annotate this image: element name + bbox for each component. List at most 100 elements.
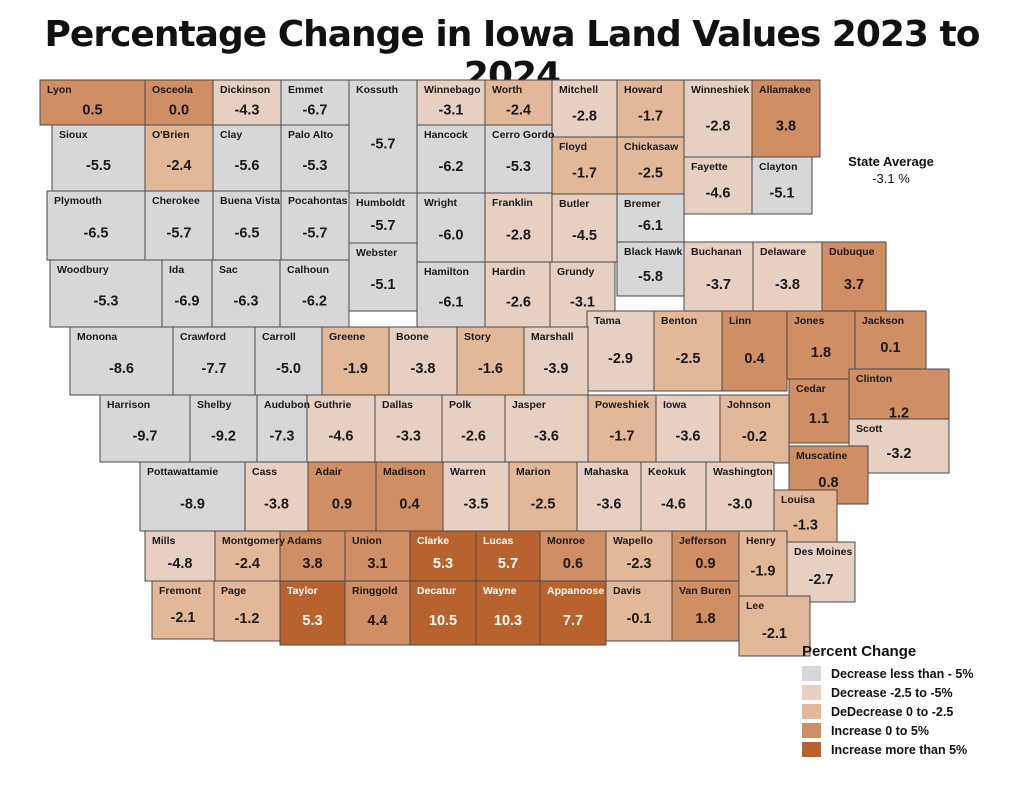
county-name-label: Butler xyxy=(559,198,589,210)
county-name-label: Clayton xyxy=(759,161,798,173)
county-name-label: Cedar xyxy=(796,383,826,395)
county-value-label: -6.2 xyxy=(302,294,327,310)
county-name-label: Keokuk xyxy=(648,466,686,478)
county-calhoun xyxy=(279,259,350,328)
county-washington xyxy=(705,461,775,532)
county-value-label: -2.1 xyxy=(762,626,787,642)
county-name-label: Mitchell xyxy=(559,84,598,96)
county-name-label: Chickasaw xyxy=(624,141,679,153)
county-name-label: Taylor xyxy=(287,585,318,597)
county-value-label: -2.4 xyxy=(235,556,260,572)
county-name-label: Mahaska xyxy=(584,466,629,478)
county-value-label: -3.1 xyxy=(570,295,595,311)
county-value-label: 1.2 xyxy=(889,406,909,422)
county-name-label: Buena Vista xyxy=(220,195,280,207)
county-name-label: Franklin xyxy=(492,197,533,209)
legend-item: DeDecrease 0 to -2.5 xyxy=(802,702,1017,721)
county-name-label: Poweshiek xyxy=(595,399,649,411)
county-value-label: -3.8 xyxy=(264,497,289,513)
county-value-label: -1.2 xyxy=(235,611,260,627)
county-name-label: Lyon xyxy=(47,84,72,96)
county-ringgold xyxy=(344,580,411,646)
county-bremer xyxy=(616,193,685,243)
county-name-label: Palo Alto xyxy=(288,129,333,141)
county-value-label: 3.8 xyxy=(776,119,796,135)
county-cedar xyxy=(788,378,850,444)
county-name-label: Van Buren xyxy=(679,585,731,597)
county-name-label: Cerro Gordo xyxy=(492,129,554,141)
county-name-label: Jones xyxy=(794,315,825,327)
county-value-label: -1.9 xyxy=(751,564,776,580)
county-value-label: -1.6 xyxy=(478,361,503,377)
county-name-label: Appanoose xyxy=(547,585,604,597)
county-name-label: Linn xyxy=(729,315,751,327)
county-name-label: Plymouth xyxy=(54,195,102,207)
county-value-label: -2.6 xyxy=(461,429,486,445)
legend-label: Increase 0 to 5% xyxy=(831,723,929,738)
county-value-label: -3.2 xyxy=(887,446,912,462)
county-value-label: -8.9 xyxy=(180,497,205,513)
county-name-label: Dickinson xyxy=(220,84,270,96)
county-name-label: Webster xyxy=(356,247,397,259)
county-value-label: -6.3 xyxy=(234,294,259,310)
county-name-label: Sac xyxy=(219,264,238,276)
county-name-label: Calhoun xyxy=(287,264,329,276)
county-value-label: -2.6 xyxy=(506,295,531,311)
county-madison xyxy=(375,461,444,532)
county-name-label: Benton xyxy=(661,315,697,327)
county-value-label: -2.8 xyxy=(572,109,597,125)
county-name-label: Clay xyxy=(220,129,242,141)
county-value-label: -6.1 xyxy=(439,295,464,311)
county-name-label: Story xyxy=(464,331,491,343)
county-value-label: 0.4 xyxy=(744,351,764,367)
county-name-label: Black Hawk xyxy=(624,246,683,258)
county-cherokee xyxy=(144,190,214,261)
county-name-label: Decatur xyxy=(417,585,456,597)
county-name-label: Shelby xyxy=(197,399,232,411)
legend-swatch xyxy=(802,666,821,681)
county-name-label: Jackson xyxy=(862,315,904,327)
county-clay xyxy=(212,124,282,192)
state-average: State Average -3.1 % xyxy=(836,153,946,187)
county-name-label: Adams xyxy=(287,535,322,547)
county-winnebago xyxy=(416,79,486,126)
county-name-label: Warren xyxy=(450,466,486,478)
county-name-label: Kossuth xyxy=(356,84,398,96)
county-value-label: 7.7 xyxy=(563,613,583,629)
county-name-label: Wright xyxy=(424,197,458,209)
county-value-label: -5.5 xyxy=(86,158,111,174)
county-keokuk xyxy=(640,461,707,532)
county-value-label: -2.4 xyxy=(506,103,531,119)
county-value-label: -3.1 xyxy=(439,103,464,119)
county-humboldt xyxy=(348,192,418,244)
county-adair xyxy=(307,461,377,532)
county-name-label: Allamakee xyxy=(759,84,811,96)
county-value-label: -0.1 xyxy=(627,611,652,627)
legend-item: Decrease less than - 5% xyxy=(802,664,1017,683)
county-value-label: -2.5 xyxy=(676,351,701,367)
county-name-label: Winnebago xyxy=(424,84,480,96)
county-page xyxy=(213,580,281,642)
county-name-label: Polk xyxy=(449,399,471,411)
county-name-label: Adair xyxy=(315,466,342,478)
county-marshall xyxy=(523,326,589,396)
county-value-label: 3.1 xyxy=(367,556,387,572)
county-value-label: -9.7 xyxy=(133,429,158,445)
county-buchanan xyxy=(683,241,754,313)
county-name-label: Marion xyxy=(516,466,550,478)
county-value-label: -3.8 xyxy=(775,277,800,293)
county-taylor xyxy=(279,580,346,646)
county-value-label: -3.8 xyxy=(411,361,436,377)
county-name-label: Grundy xyxy=(557,266,594,278)
county-value-label: -4.5 xyxy=(572,228,597,244)
county-name-label: Scott xyxy=(856,423,883,435)
county-crawford xyxy=(172,326,256,396)
county-name-label: Bremer xyxy=(624,198,661,210)
county-name-label: Harrison xyxy=(107,399,150,411)
county-hamilton xyxy=(416,261,486,328)
county-name-label: Dubuque xyxy=(829,246,875,258)
county-value-label: 10.5 xyxy=(429,613,457,629)
county-boone xyxy=(388,326,458,396)
county-value-label: -5.6 xyxy=(235,158,260,174)
